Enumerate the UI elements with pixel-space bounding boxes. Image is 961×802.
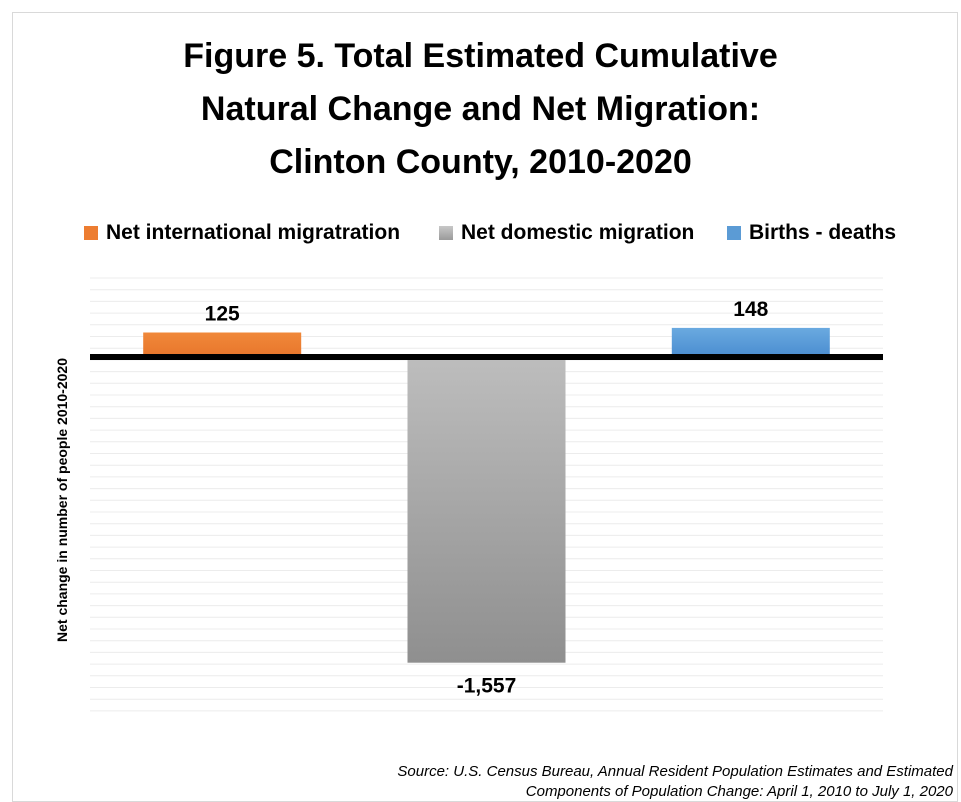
source-line-2: Components of Population Change: April 1… xyxy=(525,783,953,800)
bar-1 xyxy=(143,332,302,357)
data-labels: 125 -1,557 148 xyxy=(205,298,769,698)
bar-2 xyxy=(407,357,566,663)
legend-item-domestic: Net domestic migration xyxy=(439,219,694,247)
legend-swatch-natural xyxy=(727,226,741,240)
chart-title-line-2: Natural Change and Net Migration: xyxy=(200,90,761,128)
data-label-1: 125 xyxy=(205,303,240,326)
legend-item-natural: Births - deaths xyxy=(727,219,896,247)
legend-swatch-domestic xyxy=(439,226,453,240)
legend-item-international: Net international migratration xyxy=(84,219,400,247)
legend-label-international: Net international migratration xyxy=(106,221,401,244)
legend-label-natural: Births - deaths xyxy=(749,221,897,244)
bar-3 xyxy=(671,327,830,357)
chart-title: Figure 5. Total Estimated Cumulative Nat… xyxy=(0,30,961,189)
data-label-2: -1,557 xyxy=(457,675,517,698)
legend-swatch-international xyxy=(84,226,98,240)
bars xyxy=(143,327,830,663)
legend-label-domestic: Net domestic migration xyxy=(461,221,695,244)
data-label-3: 148 xyxy=(733,298,768,321)
chart-title-line-3: Clinton County, 2010-2020 xyxy=(269,143,692,181)
chart-title-line-1: Figure 5. Total Estimated Cumulative xyxy=(183,37,778,75)
source-note: Source: U.S. Census Bureau, Annual Resid… xyxy=(397,762,953,802)
source-line-1: Source: U.S. Census Bureau, Annual Resid… xyxy=(397,763,953,780)
chart-legend: Net international migratration Net domes… xyxy=(0,219,961,247)
